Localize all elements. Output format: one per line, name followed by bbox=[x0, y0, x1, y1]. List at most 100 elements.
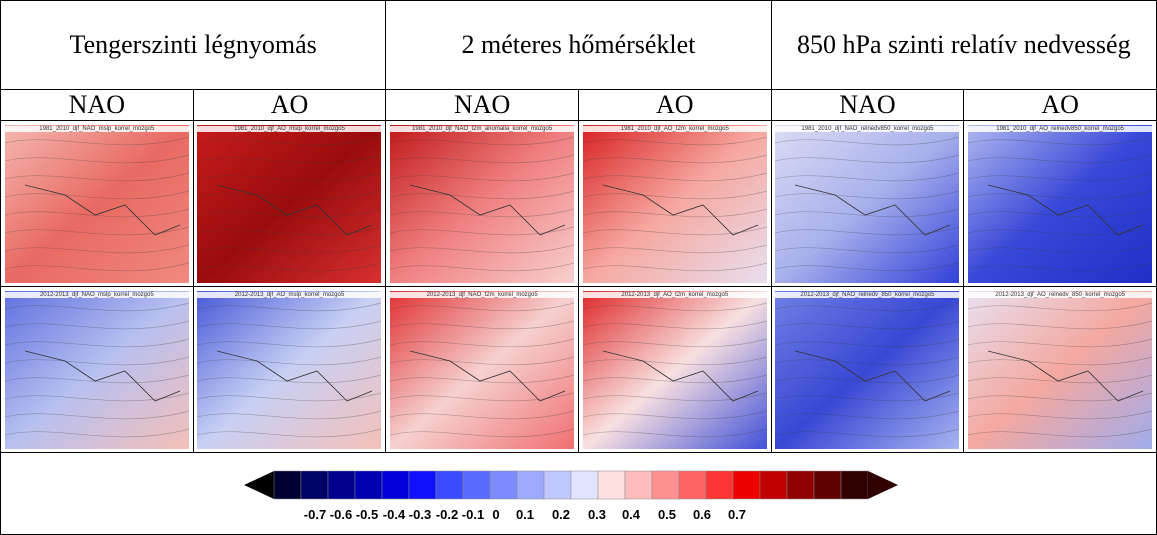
map-title: 1981_2010_djf_NAO_t2m_anomalia_korrel_mo… bbox=[390, 125, 575, 132]
map-graphic bbox=[775, 290, 960, 449]
contour bbox=[197, 374, 382, 383]
contour bbox=[390, 428, 575, 437]
contour bbox=[390, 320, 575, 329]
contour bbox=[390, 262, 575, 271]
contour bbox=[390, 172, 575, 181]
contour bbox=[582, 262, 767, 271]
contour bbox=[197, 190, 382, 199]
map-image: 2012-2013_djf_NAO_relnedv_850_korrel_moz… bbox=[775, 290, 960, 449]
contour bbox=[968, 190, 1153, 199]
contour bbox=[4, 244, 189, 253]
contour bbox=[968, 320, 1153, 329]
colorbar-tick-label: 0.2 bbox=[551, 507, 569, 522]
contour bbox=[775, 190, 960, 199]
contour bbox=[197, 392, 382, 401]
contour bbox=[775, 410, 960, 419]
map-title: 2012-2013_djf_NAO_t2m_korrel_mozgo5 bbox=[390, 291, 575, 298]
colorbar-tick-label: -0.1 bbox=[461, 507, 483, 522]
contour bbox=[775, 374, 960, 383]
map-image: 1981_2010_djf_NAO_mslp_korrel_mozgo5 bbox=[4, 124, 189, 283]
contour bbox=[582, 136, 767, 145]
contour bbox=[775, 154, 960, 163]
contour bbox=[968, 154, 1153, 163]
map-title: 1981_2010_djf_NAO_relnedv850_korrel_mozg… bbox=[775, 125, 960, 132]
colorbar-tick-label: -0.7 bbox=[303, 507, 325, 522]
map-graphic bbox=[582, 124, 767, 283]
contour bbox=[197, 262, 382, 271]
contour bbox=[582, 154, 767, 163]
contour bbox=[968, 244, 1153, 253]
border-line bbox=[217, 350, 373, 401]
field bbox=[197, 290, 382, 449]
contour bbox=[968, 262, 1153, 271]
contour bbox=[390, 154, 575, 163]
column-header: NAO bbox=[0, 89, 194, 121]
contour bbox=[968, 374, 1153, 383]
contour bbox=[4, 410, 189, 419]
map-graphic bbox=[197, 290, 382, 449]
colorbar-tick-label: 0.5 bbox=[657, 507, 675, 522]
map-cell: 1981_2010_djf_NAO_mslp_korrel_mozgo5 bbox=[0, 120, 194, 287]
contour bbox=[968, 392, 1153, 401]
contour bbox=[775, 172, 960, 181]
contour bbox=[197, 226, 382, 235]
contour bbox=[390, 190, 575, 199]
contour bbox=[4, 226, 189, 235]
border-line bbox=[795, 184, 951, 235]
contour bbox=[775, 338, 960, 347]
contour bbox=[968, 208, 1153, 217]
contour bbox=[197, 302, 382, 311]
contour bbox=[775, 226, 960, 235]
contour bbox=[582, 410, 767, 419]
contour bbox=[390, 410, 575, 419]
contour bbox=[197, 338, 382, 347]
contour bbox=[4, 392, 189, 401]
contour bbox=[390, 136, 575, 145]
contour bbox=[582, 172, 767, 181]
map-cell: 2012-2013_djf_AO_relnedv_850_korrel_mozg… bbox=[963, 286, 1157, 453]
map-title: 2012-2013_djf_AO_t2m_korrel_mozgo5 bbox=[582, 291, 767, 298]
contour bbox=[582, 374, 767, 383]
contour bbox=[4, 374, 189, 383]
contour bbox=[4, 356, 189, 365]
contour bbox=[390, 208, 575, 217]
colorbar: -0.7 -0.6 -0.5 -0.4 -0.3 -0.2 -0.1 0 0.1 0.2 0.3 0.… bbox=[243, 470, 898, 522]
contour bbox=[968, 136, 1153, 145]
colorbar-box bbox=[813, 470, 841, 500]
contour bbox=[582, 428, 767, 437]
contour bbox=[4, 154, 189, 163]
contour bbox=[4, 262, 189, 271]
contour bbox=[197, 356, 382, 365]
border-line bbox=[410, 350, 566, 401]
border-line bbox=[24, 184, 180, 235]
contour bbox=[197, 428, 382, 437]
contour bbox=[582, 320, 767, 329]
colorbar-tick-label: 0.3 bbox=[587, 507, 605, 522]
field bbox=[775, 124, 960, 283]
contour bbox=[4, 338, 189, 347]
map-cell: 2012-2013_djf_NAO_relnedv_850_korrel_moz… bbox=[770, 286, 965, 453]
colorbar-tick-label: -0.3 bbox=[408, 507, 430, 522]
field bbox=[197, 124, 382, 283]
map-graphic bbox=[390, 124, 575, 283]
field bbox=[4, 290, 189, 449]
map-title: 1981_2010_djf_AO_mslp_korrel_mozgo5 bbox=[197, 125, 382, 132]
group-header: 850 hPa szinti relatív nedvesség bbox=[770, 0, 1157, 90]
contour bbox=[775, 428, 960, 437]
group-header: 2 méteres hőmérséklet bbox=[385, 0, 772, 90]
map-title: 2012-2013_djf_AO_mslp_korrel_mozgo5 bbox=[197, 291, 382, 298]
colorbar-box bbox=[516, 470, 544, 500]
colorbar-box bbox=[327, 470, 355, 500]
colorbar-box bbox=[489, 470, 517, 500]
contour bbox=[775, 320, 960, 329]
border-line bbox=[24, 350, 180, 401]
map-image: 2012-2013_djf_AO_t2m_korrel_mozgo5 bbox=[582, 290, 767, 449]
map-cell: 2012-2013_djf_NAO_t2m_korrel_mozgo5 bbox=[385, 286, 579, 453]
border-line bbox=[602, 350, 758, 401]
map-cell: 1981_2010_djf_AO_mslp_korrel_mozgo5 bbox=[192, 120, 387, 287]
map-cell: 2012-2013_djf_AO_mslp_korrel_mozgo5 bbox=[192, 286, 387, 453]
contour bbox=[4, 302, 189, 311]
colorbar-box bbox=[408, 470, 436, 500]
colorbar-box bbox=[543, 470, 571, 500]
map-graphic bbox=[968, 124, 1153, 283]
